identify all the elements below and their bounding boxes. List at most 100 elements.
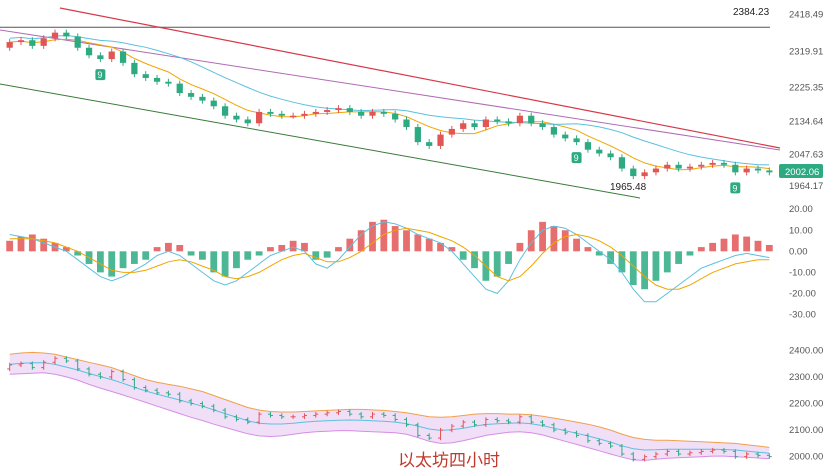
macd-bar xyxy=(108,251,116,277)
macd-tick-5: -30.00 xyxy=(789,309,816,320)
macd-bar xyxy=(414,234,422,252)
candle xyxy=(153,77,161,82)
candle xyxy=(119,51,127,63)
macd-bar xyxy=(233,251,240,269)
candle xyxy=(471,123,478,128)
candle xyxy=(437,134,444,146)
candle xyxy=(743,168,750,173)
candle xyxy=(142,74,149,78)
channel-lower-line xyxy=(0,83,641,199)
macd-bar xyxy=(595,251,603,256)
candle xyxy=(448,128,455,135)
candle xyxy=(199,96,206,101)
macd-bar xyxy=(437,242,444,252)
candle xyxy=(233,115,240,120)
macd-bar xyxy=(391,226,399,252)
candle xyxy=(754,168,762,171)
candle xyxy=(584,142,592,150)
macd-bar xyxy=(323,251,331,258)
candle xyxy=(766,170,773,173)
td-marker xyxy=(571,152,582,164)
candle xyxy=(51,32,59,39)
candle xyxy=(550,127,558,135)
candle xyxy=(562,134,569,139)
macd-bar xyxy=(527,230,535,252)
candle xyxy=(335,108,342,111)
bollinger-band-fill xyxy=(9,352,770,461)
macd-bar xyxy=(62,247,70,252)
chart-caption: 以太坊四小时 xyxy=(398,451,500,471)
macd-bar xyxy=(516,242,524,252)
boll-tick-3: 2100.00 xyxy=(789,425,823,436)
macd-bar xyxy=(550,226,558,252)
candle xyxy=(346,108,353,112)
macd-bar xyxy=(199,251,206,260)
trend-red-line xyxy=(59,7,781,149)
macd-bar xyxy=(301,242,308,252)
last-price-tag xyxy=(779,164,823,178)
candle xyxy=(482,119,489,128)
macd-bar xyxy=(686,251,694,256)
bollinger-panel: 2400.00 2300.00 2200.00 2100.00 2000.00 xyxy=(7,345,823,463)
price-tick-1: 2319.91 xyxy=(789,47,823,58)
candle xyxy=(618,157,626,169)
macd-tick-0: 20.00 xyxy=(789,204,813,215)
macd-bar xyxy=(17,236,25,252)
ma-fast-line xyxy=(9,38,770,171)
macd-bar xyxy=(731,234,739,252)
candle xyxy=(221,106,229,116)
macd-bar xyxy=(425,238,433,252)
candle xyxy=(494,119,501,122)
boll-tick-4: 2000.00 xyxy=(789,452,823,463)
candle xyxy=(267,111,274,114)
td-marker xyxy=(95,69,106,81)
macd-bar xyxy=(28,234,36,252)
trend-purple-line xyxy=(0,29,781,151)
macd-bar xyxy=(709,242,717,252)
macd-bar xyxy=(40,238,48,252)
price-tick-4: 2047.63 xyxy=(789,149,823,160)
candle xyxy=(63,32,70,37)
candle xyxy=(686,166,694,169)
bollinger-lower-line xyxy=(9,372,770,461)
candle xyxy=(641,172,648,177)
macd-panel: 20.00 10.00 0.00 -10.00 -20.00 -30.00 xyxy=(6,204,816,320)
bollinger-upper-line xyxy=(9,351,770,448)
macd-bar xyxy=(652,251,660,281)
last-price-value: 2002.06 xyxy=(785,167,819,178)
candle xyxy=(176,83,183,94)
macd-bar xyxy=(244,251,252,260)
macd-bar xyxy=(74,251,82,256)
macd-bar xyxy=(335,247,342,252)
boll-tick-2: 2200.00 xyxy=(789,399,823,410)
td-marker-label: 9 xyxy=(574,153,579,163)
candle xyxy=(210,100,217,107)
candle xyxy=(539,123,546,128)
candle xyxy=(709,162,716,165)
candle xyxy=(652,168,660,173)
macd-bar xyxy=(573,238,580,252)
candle xyxy=(85,47,93,56)
candle xyxy=(528,115,535,124)
macd-bar xyxy=(765,245,773,252)
candle xyxy=(29,40,36,46)
candle xyxy=(392,113,399,120)
macd-dif-line xyxy=(9,221,770,303)
macd-bar xyxy=(255,251,263,256)
candle xyxy=(414,127,421,143)
candle xyxy=(324,110,331,112)
candle xyxy=(312,111,319,114)
td-marker-label: 9 xyxy=(732,183,737,193)
candle xyxy=(74,36,81,48)
candle xyxy=(244,119,251,124)
ma-slow-line xyxy=(9,34,770,166)
macd-bar xyxy=(629,251,637,285)
candle xyxy=(165,81,172,84)
macd-bar xyxy=(221,251,229,277)
td-marker xyxy=(730,182,741,194)
macd-bar xyxy=(720,238,728,252)
macd-bar xyxy=(210,251,218,273)
candle xyxy=(97,55,104,60)
macd-bar xyxy=(312,251,320,260)
macd-bar xyxy=(130,251,138,264)
